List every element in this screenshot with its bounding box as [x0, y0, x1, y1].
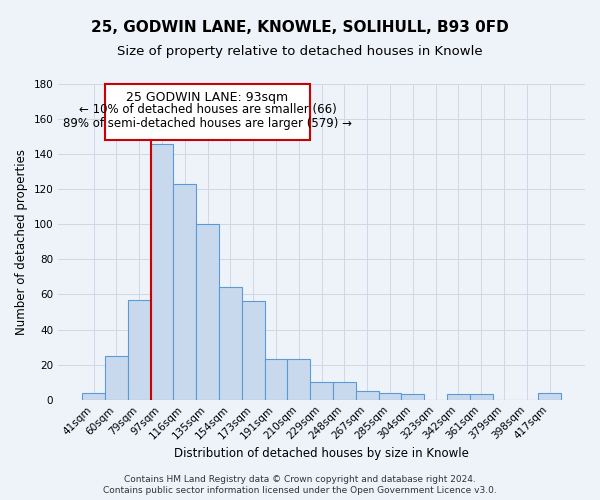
- Bar: [356, 391, 379, 400]
- X-axis label: Distribution of detached houses by size in Knowle: Distribution of detached houses by size …: [174, 447, 469, 460]
- Bar: [82, 392, 105, 400]
- Bar: [447, 394, 470, 400]
- Text: ← 10% of detached houses are smaller (66): ← 10% of detached houses are smaller (66…: [79, 104, 337, 117]
- Bar: [401, 394, 424, 400]
- Bar: [265, 360, 287, 400]
- Text: Size of property relative to detached houses in Knowle: Size of property relative to detached ho…: [117, 45, 483, 58]
- Bar: [105, 356, 128, 400]
- Bar: [196, 224, 219, 400]
- Bar: [379, 392, 401, 400]
- Bar: [219, 288, 242, 400]
- Bar: [538, 392, 561, 400]
- Text: 25 GODWIN LANE: 93sqm: 25 GODWIN LANE: 93sqm: [127, 91, 289, 104]
- Bar: [128, 300, 151, 400]
- Text: 89% of semi-detached houses are larger (579) →: 89% of semi-detached houses are larger (…: [63, 118, 352, 130]
- Text: 25, GODWIN LANE, KNOWLE, SOLIHULL, B93 0FD: 25, GODWIN LANE, KNOWLE, SOLIHULL, B93 0…: [91, 20, 509, 35]
- Text: Contains public sector information licensed under the Open Government Licence v3: Contains public sector information licen…: [103, 486, 497, 495]
- Y-axis label: Number of detached properties: Number of detached properties: [15, 149, 28, 335]
- Bar: [242, 302, 265, 400]
- Bar: [151, 144, 173, 400]
- Bar: [287, 360, 310, 400]
- FancyBboxPatch shape: [105, 84, 310, 140]
- Bar: [470, 394, 493, 400]
- Bar: [333, 382, 356, 400]
- Text: Contains HM Land Registry data © Crown copyright and database right 2024.: Contains HM Land Registry data © Crown c…: [124, 474, 476, 484]
- Bar: [173, 184, 196, 400]
- Bar: [310, 382, 333, 400]
